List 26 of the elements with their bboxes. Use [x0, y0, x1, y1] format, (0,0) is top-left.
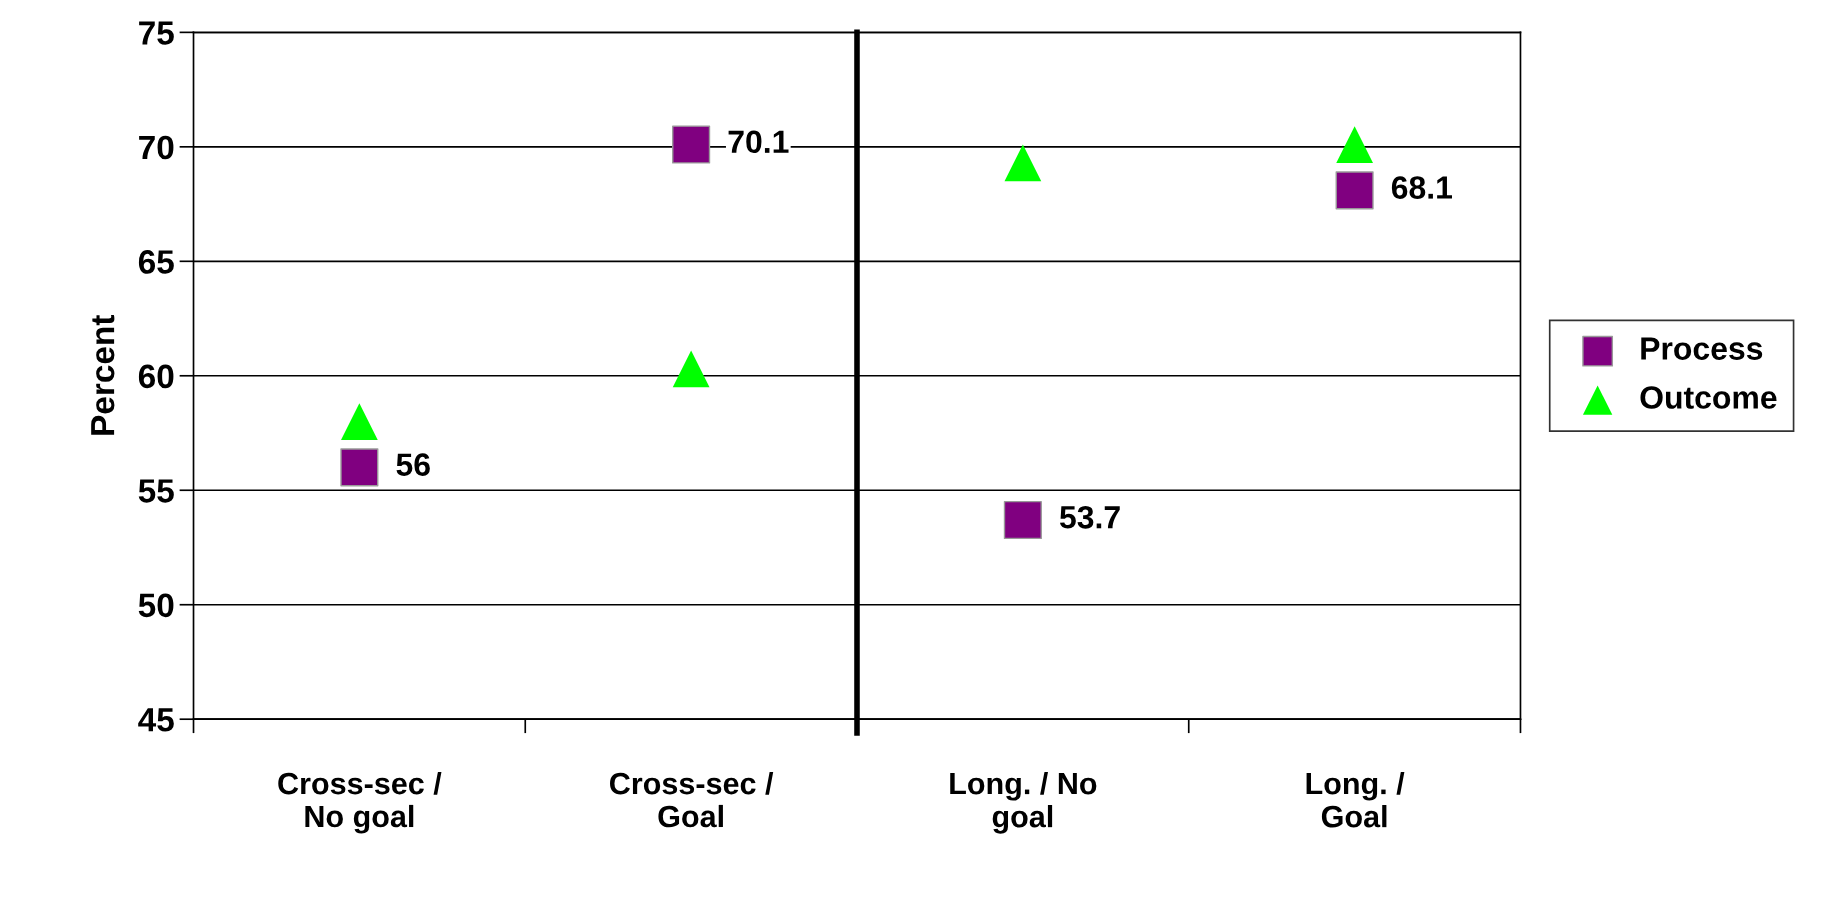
y-tick-label: 60 [138, 364, 174, 389]
data-label: 56 [396, 453, 430, 476]
y-tick-label: 55 [138, 479, 174, 503]
point [672, 125, 711, 164]
y-tick-label: 50 [138, 593, 174, 618]
y-tick-label: 65 [138, 250, 174, 274]
point [1003, 500, 1042, 540]
point [340, 448, 379, 487]
x-tick-label: Long. / No goal [950, 771, 1097, 834]
data-label: 70.1 [728, 130, 789, 154]
y-tick-label: 75 [139, 21, 174, 45]
data-label: 53.7 [1059, 505, 1120, 529]
x-tick-label: Long. / Goal [1306, 771, 1405, 828]
legend-label: Outcome [1640, 386, 1777, 409]
data-label: 68.1 [1391, 176, 1452, 199]
point [672, 350, 710, 388]
y-axis-title: Percent [91, 315, 115, 435]
point [1336, 126, 1373, 163]
point [341, 403, 378, 440]
y-tick-label: 45 [138, 708, 174, 732]
x-tick-label: Cross-sec / No goal [278, 771, 442, 834]
y-tick-label: 70 [139, 135, 174, 160]
x-tick-label: Cross-sec / Goal [610, 771, 774, 828]
point [1335, 171, 1374, 210]
point [1004, 144, 1042, 182]
legend-label: Process [1641, 337, 1763, 360]
